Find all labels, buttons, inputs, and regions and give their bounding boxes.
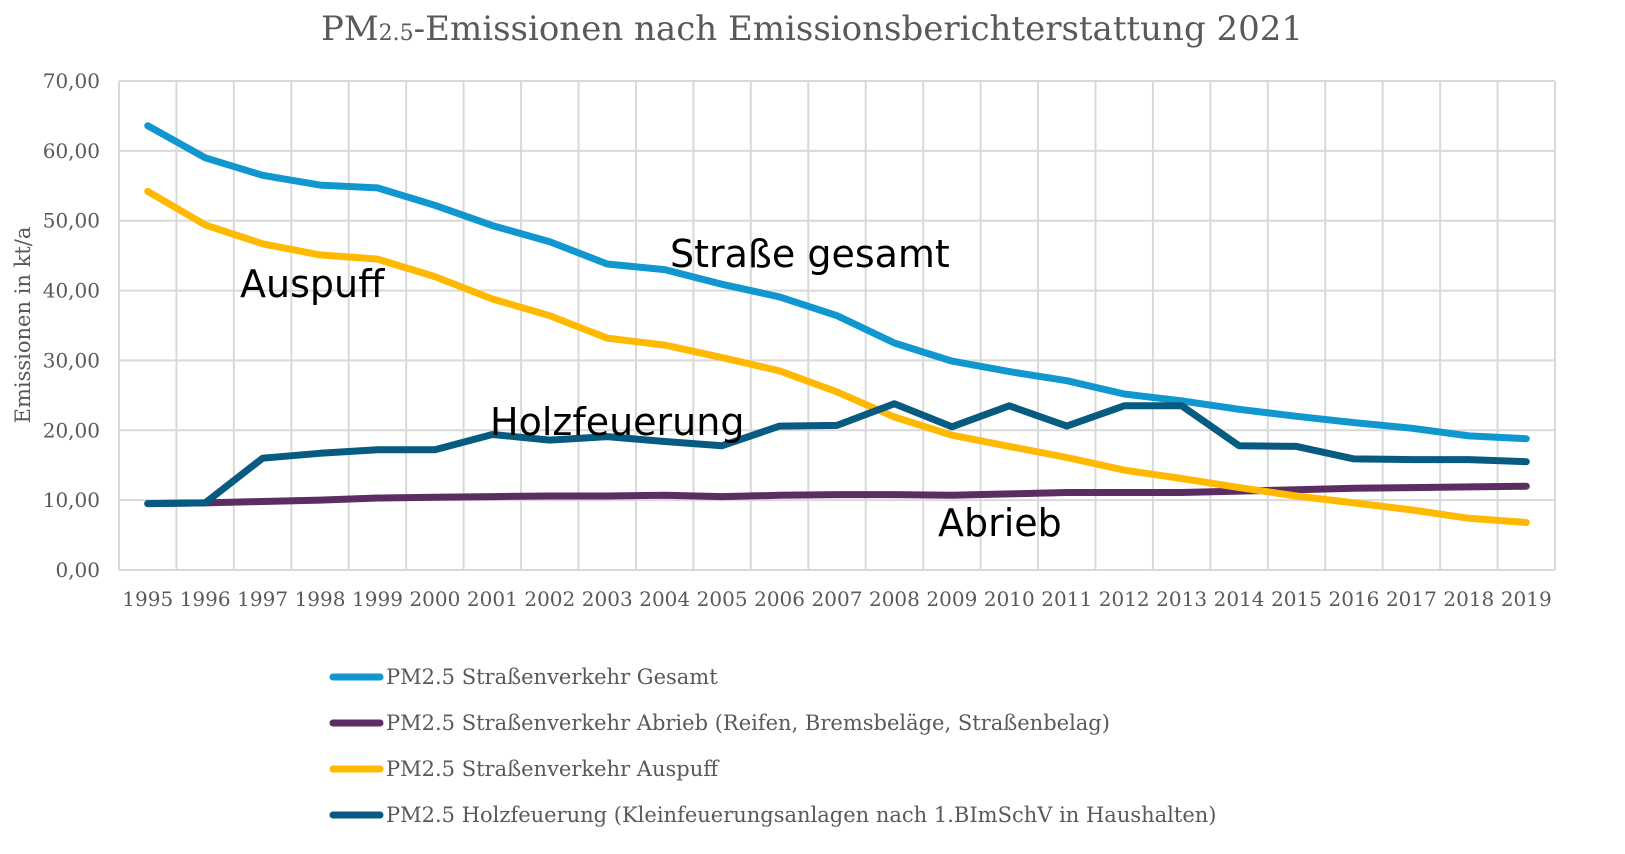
x-tick-label: 2017 [1386,587,1437,611]
x-tick-label: 2000 [409,587,460,611]
x-tick-label: 2007 [812,587,863,611]
annotation-auspuff: Auspuff [240,262,385,306]
x-tick-label: 2005 [697,587,748,611]
y-tick-label: 70,00 [43,69,100,93]
legend-label-holz: PM2.5 Holzfeuerung (Kleinfeuerungsanlage… [386,803,1216,827]
y-tick-label: 50,00 [43,209,100,233]
y-tick-label: 30,00 [43,348,100,372]
x-tick-label: 2019 [1501,587,1552,611]
annotations: Auspuff Straße gesamt Holzfeuerung Abrie… [240,232,1062,545]
x-axis-ticks: 1995 1996 1997 1998 1999 2000 2001 2002 2003 2004… [122,587,1551,611]
y-tick-label: 40,00 [43,279,100,303]
x-tick-label: 1999 [352,587,403,611]
x-tick-label: 1997 [237,587,288,611]
x-tick-label: 2008 [869,587,920,611]
series-line-gesamt [144,122,1530,443]
x-tick-label: 2001 [467,587,518,611]
x-tick-label: 2013 [1156,587,1207,611]
x-tick-label: 2003 [582,587,633,611]
legend-label-gesamt: PM2.5 Straßenverkehr Gesamt [386,665,718,689]
series-line-abrieb [144,482,1530,508]
annotation-abrieb: Abrieb [938,501,1062,545]
y-tick-label: 10,00 [43,488,100,512]
x-tick-label: 2004 [639,587,690,611]
legend-label-abrieb: PM2.5 Straßenverkehr Abrieb (Reifen, Bre… [386,711,1110,735]
chart-title: PM2.5-Emissionen nach Emissionsberichter… [321,9,1303,49]
x-tick-label: 2010 [984,587,1035,611]
legend: PM2.5 Straßenverkehr Gesamt PM2.5 Straßen… [329,665,1216,827]
x-tick-label: 2002 [524,587,575,611]
y-axis-ticks: 0,00 10,00 20,00 30,00 40,00 50,00 60,00 70,00 [43,69,100,582]
x-tick-label: 1995 [122,587,173,611]
gridlines [118,80,1556,571]
y-tick-label: 0,00 [55,558,100,582]
legend-label-auspuff: PM2.5 Straßenverkehr Auspuff [386,757,720,781]
x-tick-label: 2018 [1443,587,1494,611]
x-tick-label: 2015 [1271,587,1322,611]
y-tick-label: 20,00 [43,418,100,442]
x-tick-label: 2006 [754,587,805,611]
x-tick-label: 1998 [295,587,346,611]
series-line-holz [144,400,1530,508]
annotation-holzfeuerung: Holzfeuerung [490,400,744,444]
x-tick-label: 1996 [180,587,231,611]
y-tick-label: 60,00 [43,139,100,163]
x-tick-label: 2016 [1329,587,1380,611]
x-tick-label: 2012 [1099,587,1150,611]
x-tick-label: 2011 [1041,587,1092,611]
series-lines [144,122,1530,526]
series-line-auspuff [144,187,1530,526]
y-axis-label: Emissionen in kt/a [11,227,35,424]
annotation-strasse-gesamt: Straße gesamt [670,232,950,276]
x-tick-label: 2009 [926,587,977,611]
x-tick-label: 2014 [1214,587,1265,611]
